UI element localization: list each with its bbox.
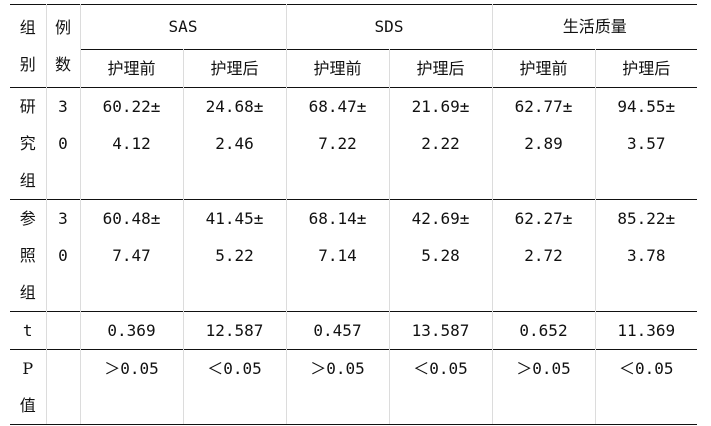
cell: ＞0.05 <box>285 349 390 425</box>
cell: ＞0.05 <box>491 349 596 425</box>
header-row-sub: 护理前 护理后 护理前 护理后 护理前 护理后 <box>10 49 698 88</box>
row-count-reference: 3 0 <box>45 199 81 312</box>
cell: 85.22± 3.78 <box>594 199 698 312</box>
qol-after-header: 护理后 <box>594 49 698 88</box>
sas-after-header: 护理后 <box>182 49 287 88</box>
cell: 13.587 <box>388 311 493 350</box>
row-label-reference: 参 照 组 <box>10 199 47 312</box>
cell: 68.14± 7.14 <box>285 199 390 312</box>
sds-before-header: 护理前 <box>285 49 390 88</box>
cell: 42.69± 5.28 <box>388 199 493 312</box>
cell: 24.68± 2.46 <box>182 87 287 200</box>
cell: 41.45± 5.22 <box>182 199 287 312</box>
sds-header: SDS <box>285 4 493 50</box>
cell: 21.69± 2.22 <box>388 87 493 200</box>
cell: 60.22± 4.12 <box>79 87 184 200</box>
table-row-p: P 值 ＞0.05 ＜0.05 ＞0.05 ＜0.05 ＞0.05 ＜0.05 <box>10 349 698 425</box>
cell: 0.457 <box>285 311 390 350</box>
cell: 0.369 <box>79 311 184 350</box>
cell: 62.27± 2.72 <box>491 199 596 312</box>
cell: 60.48± 7.47 <box>79 199 184 312</box>
cell: ＞0.05 <box>79 349 184 425</box>
quality-of-life-header: 生活质量 <box>491 4 698 50</box>
cell: 62.77± 2.89 <box>491 87 596 200</box>
cell: 0.652 <box>491 311 596 350</box>
table-row-research-group: 研 究 组 3 0 60.22± 4.12 24.68± 2.46 68.47± 7.… <box>10 87 698 200</box>
table-row-reference-group: 参 照 组 3 0 60.48± 7.47 41.45± 5.22 68.14± 7.… <box>10 199 698 312</box>
sds-after-header: 护理后 <box>388 49 493 88</box>
results-table: 组 别 例 数 SAS SDS 生活质量 护理前 护理后 护理前 护理后 护理前… <box>10 4 698 425</box>
sas-header: SAS <box>79 4 287 50</box>
row-label-p: P 值 <box>10 349 47 425</box>
row-label-t: t <box>10 311 47 350</box>
cell: ＜0.05 <box>388 349 493 425</box>
header-row-groups: 组 别 例 数 SAS SDS 生活质量 <box>10 4 698 88</box>
cell: 11.369 <box>594 311 698 350</box>
row-count-research: 3 0 <box>45 87 81 200</box>
cell: ＜0.05 <box>594 349 698 425</box>
cell-empty <box>45 349 81 425</box>
cell: ＜0.05 <box>182 349 287 425</box>
cell-empty <box>45 311 81 350</box>
qol-before-header: 护理前 <box>491 49 596 88</box>
cell: 12.587 <box>182 311 287 350</box>
group-header: 组 别 <box>10 4 47 88</box>
cell: 94.55± 3.57 <box>594 87 698 200</box>
count-header: 例 数 <box>45 4 81 88</box>
table-row-t: t 0.369 12.587 0.457 13.587 0.652 11.369 <box>10 311 698 350</box>
cell: 68.47± 7.22 <box>285 87 390 200</box>
row-label-research: 研 究 组 <box>10 87 47 200</box>
sas-before-header: 护理前 <box>79 49 184 88</box>
